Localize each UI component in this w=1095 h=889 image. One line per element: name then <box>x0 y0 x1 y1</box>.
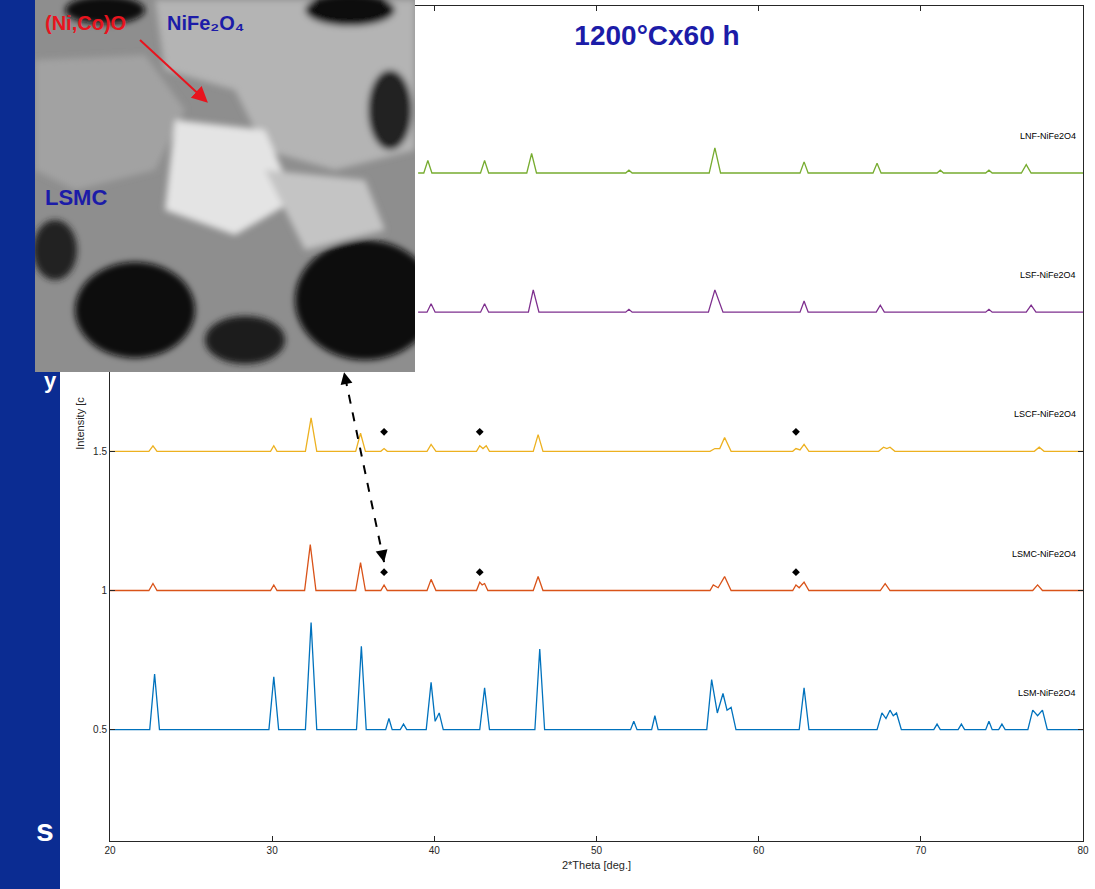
svg-text:2*Theta [deg.]: 2*Theta [deg.] <box>562 859 631 871</box>
svg-text:1200°Cx60 h: 1200°Cx60 h <box>574 20 739 51</box>
svg-text:LSCF-NiFe2O4: LSCF-NiFe2O4 <box>1014 409 1076 419</box>
svg-text:1.5: 1.5 <box>93 446 107 457</box>
svg-text:40: 40 <box>429 845 441 856</box>
svg-text:LSM-NiFe2O4: LSM-NiFe2O4 <box>1018 688 1076 698</box>
svg-text:LNF-NiFe2O4: LNF-NiFe2O4 <box>1020 131 1076 141</box>
svg-text:NiFe₂O₄: NiFe₂O₄ <box>167 12 244 34</box>
svg-text:LSMC-NiFe2O4: LSMC-NiFe2O4 <box>1012 549 1076 559</box>
svg-text:30: 30 <box>267 845 279 856</box>
svg-text:60: 60 <box>753 845 765 856</box>
svg-text:80: 80 <box>1077 845 1089 856</box>
html-text:s: s <box>36 812 54 848</box>
html-text:y: y <box>44 368 57 393</box>
svg-text:20: 20 <box>104 845 116 856</box>
svg-text:1: 1 <box>101 585 107 596</box>
svg-text:LSMC: LSMC <box>45 185 107 210</box>
svg-text:50: 50 <box>591 845 603 856</box>
svg-text:Intensity [c: Intensity [c <box>74 397 86 450</box>
svg-text:(Ni,Co)O: (Ni,Co)O <box>45 12 126 34</box>
svg-text:70: 70 <box>915 845 927 856</box>
svg-text:LSF-NiFe2O4: LSF-NiFe2O4 <box>1020 270 1076 280</box>
svg-text:0.5: 0.5 <box>93 724 107 735</box>
